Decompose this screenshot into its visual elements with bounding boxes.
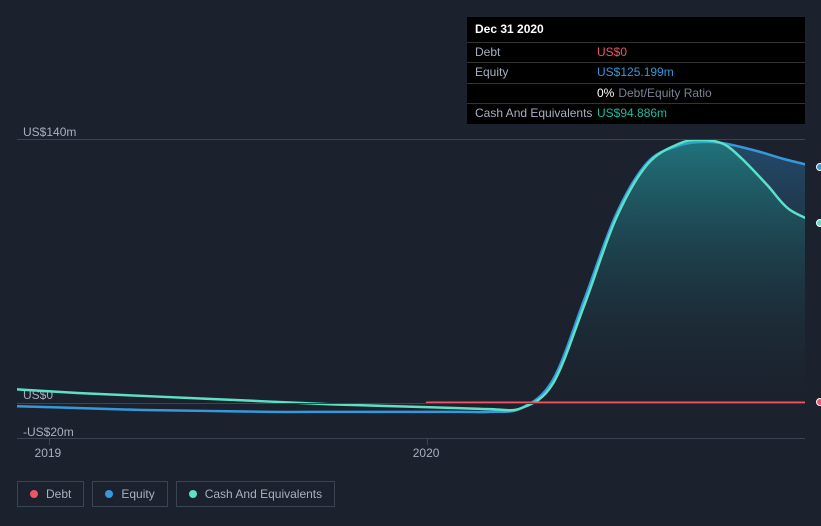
tooltip-row: DebtUS$0 [467, 43, 805, 64]
tooltip-row-label: Cash And Equivalents [475, 106, 597, 122]
series-end-marker-debt [816, 398, 821, 406]
legend-item-debt[interactable]: Debt [17, 481, 84, 507]
tooltip-row-suffix: Debt/Equity Ratio [618, 86, 711, 100]
tooltip-row-label [475, 86, 597, 102]
tooltip-row-value: US$0 [597, 45, 627, 61]
legend-dot-icon [30, 490, 38, 498]
tooltip-date: Dec 31 2020 [467, 17, 805, 43]
tooltip-row: EquityUS$125.199m [467, 63, 805, 84]
legend-dot-icon [189, 490, 197, 498]
x-axis-tick [49, 439, 50, 445]
tooltip-row: Cash And EquivalentsUS$94.886m [467, 104, 805, 124]
series-area-cash [17, 140, 805, 410]
chart-plot-area[interactable] [17, 139, 805, 439]
tooltip-row-label: Equity [475, 65, 597, 81]
legend-label: Cash And Equivalents [205, 487, 322, 501]
tooltip-row-label: Debt [475, 45, 597, 61]
tooltip-row-value: US$94.886m [597, 106, 667, 122]
y-axis-label: US$140m [23, 125, 76, 139]
tooltip-row-value: 0%Debt/Equity Ratio [597, 86, 712, 102]
series-end-marker-cash [816, 219, 821, 227]
chart-legend: Debt Equity Cash And Equivalents [17, 481, 335, 507]
x-axis-label: 2019 [35, 446, 62, 460]
tooltip-row: 0%Debt/Equity Ratio [467, 84, 805, 105]
series-end-marker-equity [816, 163, 821, 171]
x-axis-tick [427, 439, 428, 445]
chart-tooltip: Dec 31 2020 DebtUS$0EquityUS$125.199m0%D… [467, 17, 805, 124]
x-axis-label: 2020 [413, 446, 440, 460]
legend-label: Equity [121, 487, 154, 501]
zero-gridline [17, 403, 805, 404]
legend-item-equity[interactable]: Equity [92, 481, 167, 507]
legend-label: Debt [46, 487, 71, 501]
legend-item-cash-and-equivalents[interactable]: Cash And Equivalents [176, 481, 335, 507]
tooltip-row-value: US$125.199m [597, 65, 674, 81]
legend-dot-icon [105, 490, 113, 498]
